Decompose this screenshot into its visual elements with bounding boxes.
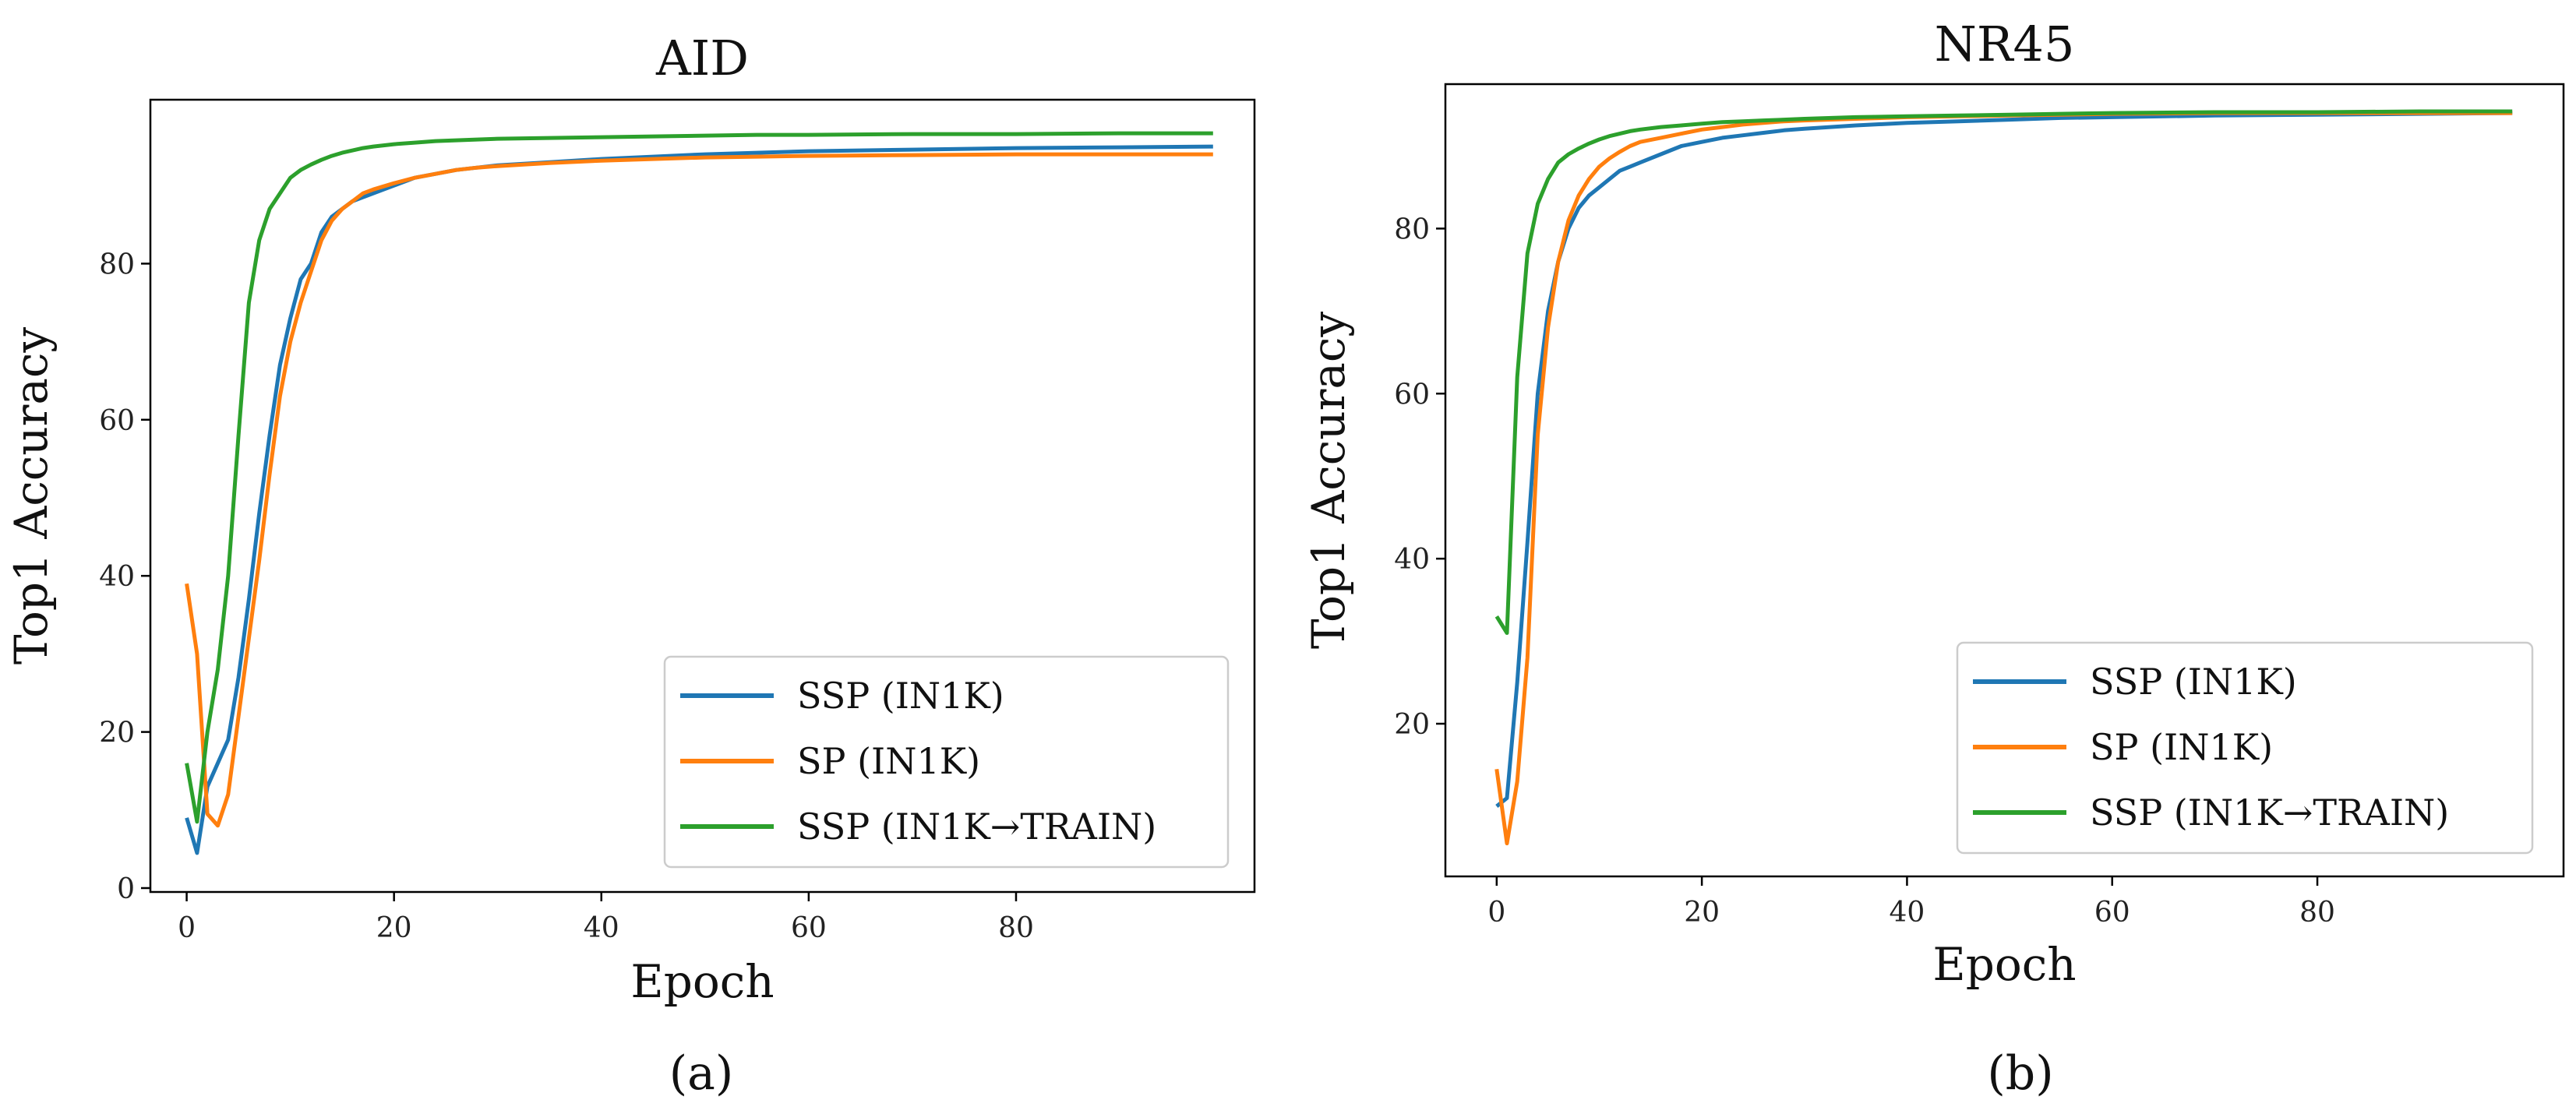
chart-title: AID bbox=[655, 30, 749, 86]
plot-frame bbox=[1444, 83, 2565, 878]
series-line-0 bbox=[185, 144, 1213, 855]
legend-label-1: SP (IN1K) bbox=[2090, 726, 2273, 768]
legend-label-1: SP (IN1K) bbox=[797, 740, 980, 782]
chart-aid: AID 0 20 40 60 80 0 20 40 60 80 Epoch Top1 Accuracy S… bbox=[5, 30, 1256, 1101]
x-tick-label: 0 bbox=[1487, 897, 1505, 929]
x-tick-label: 0 bbox=[178, 912, 196, 944]
y-tick-label: 0 bbox=[117, 873, 135, 905]
y-axis-label: Top1 Accuracy bbox=[5, 327, 58, 665]
x-tick-label: 20 bbox=[376, 912, 412, 944]
legend-box bbox=[663, 655, 1230, 869]
chart-nr45: NR45 0 20 40 60 80 20 40 60 80 Epoch Top1 Accuracy S… bbox=[1302, 16, 2565, 1101]
y-tick-label: 20 bbox=[99, 717, 135, 749]
chart-title: NR45 bbox=[1935, 16, 2075, 72]
legend-label-0: SSP (IN1K) bbox=[2090, 661, 2297, 703]
figure-caption: (b) bbox=[1987, 1046, 2053, 1101]
y-tick-label: 20 bbox=[1394, 709, 1430, 741]
x-axis-label: Epoch bbox=[1932, 938, 2076, 991]
x-axis-label: Epoch bbox=[630, 955, 774, 1008]
x-tick-label: 40 bbox=[1890, 897, 1925, 929]
y-tick-label: 80 bbox=[1394, 213, 1430, 245]
legend-label-2: SSP (IN1K→TRAIN) bbox=[2090, 791, 2449, 834]
x-tick-label: 20 bbox=[1684, 897, 1720, 929]
series-line-2 bbox=[185, 131, 1213, 824]
x-tick-label: 80 bbox=[998, 912, 1034, 944]
x-tick-label: 60 bbox=[791, 912, 827, 944]
x-tick-label: 40 bbox=[584, 912, 619, 944]
y-tick-label: 60 bbox=[99, 405, 135, 437]
legend-box bbox=[1956, 641, 2534, 855]
legend-label-2: SSP (IN1K→TRAIN) bbox=[797, 806, 1156, 848]
y-tick-label: 40 bbox=[99, 561, 135, 593]
x-tick-label: 60 bbox=[2094, 897, 2130, 929]
y-tick-label: 80 bbox=[99, 249, 135, 280]
y-axis-label: Top1 Accuracy bbox=[1302, 312, 1355, 650]
plot-frame bbox=[149, 98, 1256, 894]
series-line-2 bbox=[1494, 109, 2513, 635]
figure-caption: (a) bbox=[669, 1046, 734, 1101]
x-tick-label: 80 bbox=[2299, 897, 2335, 929]
y-tick-label: 40 bbox=[1394, 544, 1430, 576]
legend-label-0: SSP (IN1K) bbox=[797, 675, 1004, 717]
series-line-1 bbox=[185, 152, 1213, 828]
y-tick-label: 60 bbox=[1394, 379, 1430, 411]
